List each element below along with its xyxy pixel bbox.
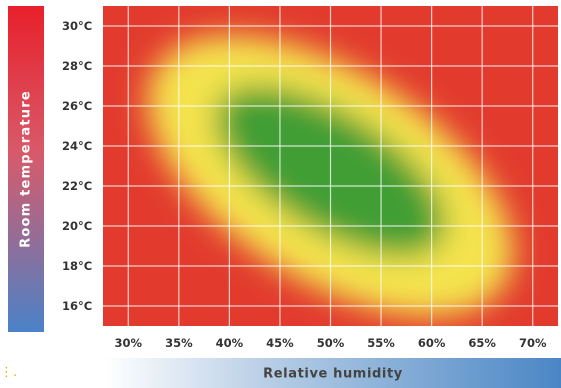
- x-axis-label: Relative humidity: [263, 366, 403, 382]
- y-tick-18c: 18°C: [62, 259, 93, 273]
- x-tick-65: 65%: [468, 336, 496, 350]
- x-tick-50: 50%: [316, 336, 345, 350]
- grid-lines: [103, 6, 558, 326]
- x-tick-30: 30%: [114, 336, 143, 350]
- x-tick-45: 45%: [266, 336, 294, 350]
- decorative-dots: ⋮.: [0, 365, 18, 380]
- y-axis-label-bar: [8, 6, 44, 332]
- y-tick-28c: 28°C: [62, 59, 93, 73]
- x-axis-label-bar: [104, 358, 561, 388]
- x-tick-55: 55%: [367, 336, 395, 350]
- y-tick-22c: 22°C: [62, 179, 93, 193]
- x-tick-40: 40%: [215, 336, 244, 350]
- x-tick-35: 35%: [165, 336, 193, 350]
- x-tick-60: 60%: [417, 336, 446, 350]
- heatmap-svg: [103, 6, 558, 326]
- y-tick-26c: 26°C: [62, 99, 93, 113]
- y-axis-label: Room temperature: [18, 90, 34, 248]
- y-tick-24c: 24°C: [62, 139, 93, 153]
- x-tick-70: 70%: [518, 336, 547, 350]
- y-tick-16c: 16°C: [62, 299, 93, 313]
- heatmap-plot-area: [103, 6, 558, 330]
- y-tick-30c: 30°C: [62, 19, 93, 33]
- y-tick-20c: 20°C: [62, 219, 93, 233]
